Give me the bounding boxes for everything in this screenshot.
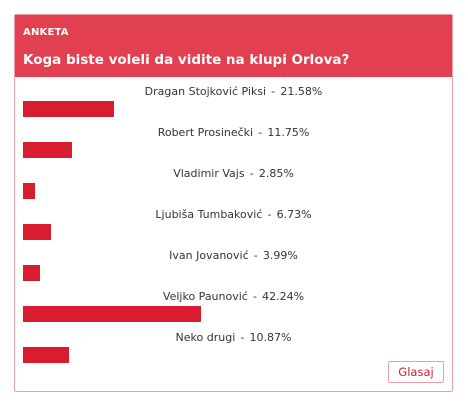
- poll-option-label: Vladimir Vajs - 2.85%: [173, 167, 294, 180]
- poll-question: Koga biste voleli da vidite na klupi Orl…: [23, 52, 350, 68]
- poll-option-label: Neko drugi - 10.87%: [175, 331, 292, 344]
- poll-option: Robert Prosinečki - 11.75%: [15, 126, 452, 176]
- poll-option-percent: 3.99%: [262, 249, 298, 262]
- poll-card: ANKETA Koga biste voleli da vidite na kl…: [14, 14, 453, 392]
- poll-option-name: Robert Prosinečki: [157, 126, 254, 139]
- poll-option: Neko drugi - 10.87%: [15, 331, 452, 381]
- poll-option-label: Ivan Jovanović - 3.99%: [169, 249, 298, 262]
- poll-option-name: Vladimir Vajs: [173, 167, 245, 180]
- poll-option-name: Ivan Jovanović: [169, 249, 249, 262]
- poll-option-bar: [23, 265, 40, 281]
- poll-option-name: Ljubiša Tumbaković: [155, 208, 263, 221]
- poll-option-bar: [23, 183, 35, 199]
- poll-option: Ljubiša Tumbaković - 6.73%: [15, 208, 452, 258]
- poll-option-percent: 2.85%: [258, 167, 294, 180]
- poll-option-label: Robert Prosinečki - 11.75%: [157, 126, 310, 139]
- poll-option: Vladimir Vajs - 2.85%: [15, 167, 452, 217]
- poll-option-name: Veljko Paunović: [162, 290, 248, 303]
- poll-option-percent: 21.58%: [280, 85, 323, 98]
- vote-button[interactable]: Glasaj: [388, 361, 444, 383]
- poll-option-bar: [23, 347, 69, 363]
- poll-option: Ivan Jovanović - 3.99%: [15, 249, 452, 299]
- poll-option: Dragan Stojković Piksi - 21.58%: [15, 85, 452, 135]
- poll-option: Veljko Paunović - 42.24%: [15, 290, 452, 340]
- poll-option-percent: 6.73%: [276, 208, 312, 221]
- poll-results: Dragan Stojković Piksi - 21.58% Robert P…: [15, 77, 452, 393]
- poll-option-label: Dragan Stojković Piksi - 21.58%: [144, 85, 323, 98]
- poll-kicker: ANKETA: [23, 27, 69, 38]
- poll-option-bar: [23, 101, 114, 117]
- poll-header: ANKETA Koga biste voleli da vidite na kl…: [15, 15, 452, 77]
- poll-option-label: Veljko Paunović - 42.24%: [162, 290, 305, 303]
- poll-option-percent: 42.24%: [262, 290, 305, 303]
- poll-option-name: Neko drugi: [175, 331, 236, 344]
- poll-option-bar: [23, 306, 201, 322]
- poll-option-name: Dragan Stojković Piksi: [144, 85, 267, 98]
- poll-option-percent: 10.87%: [249, 331, 292, 344]
- poll-option-label: Ljubiša Tumbaković - 6.73%: [155, 208, 312, 221]
- poll-option-percent: 11.75%: [267, 126, 310, 139]
- poll-option-bar: [23, 142, 72, 158]
- poll-option-bar: [23, 224, 51, 240]
